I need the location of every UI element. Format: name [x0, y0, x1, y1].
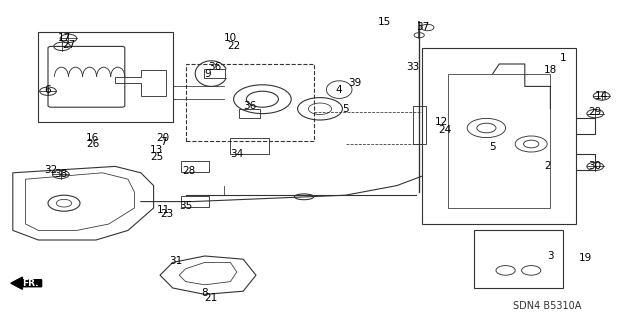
Text: 20: 20 [157, 132, 170, 143]
Text: 35: 35 [179, 201, 192, 212]
Text: 8: 8 [202, 288, 208, 298]
Text: 5: 5 [490, 142, 496, 152]
Text: 23: 23 [160, 209, 173, 220]
Text: 17: 17 [58, 33, 70, 44]
Text: 37: 37 [416, 22, 429, 32]
Text: 34: 34 [230, 148, 243, 159]
Text: 11: 11 [157, 204, 170, 215]
Text: 38: 38 [54, 169, 67, 180]
Text: 29: 29 [589, 107, 602, 117]
Text: 27: 27 [62, 40, 75, 50]
Text: 22: 22 [227, 41, 240, 52]
Text: 13: 13 [150, 145, 163, 156]
Text: 33: 33 [406, 62, 419, 72]
Text: FR.: FR. [22, 279, 39, 288]
Text: 28: 28 [182, 166, 195, 176]
Text: 31: 31 [170, 256, 182, 266]
Text: 30: 30 [589, 161, 602, 172]
Text: 10: 10 [224, 33, 237, 44]
Text: 18: 18 [544, 65, 557, 76]
Text: 25: 25 [150, 152, 163, 162]
Text: 36: 36 [243, 100, 256, 111]
Text: 4: 4 [336, 84, 342, 95]
Text: 1: 1 [560, 52, 566, 63]
Text: 5: 5 [342, 104, 349, 114]
Text: 16: 16 [86, 132, 99, 143]
Text: 39: 39 [349, 78, 362, 88]
Text: 6: 6 [45, 84, 51, 95]
Circle shape [414, 33, 424, 38]
Text: 2: 2 [544, 161, 550, 172]
Text: 12: 12 [435, 116, 448, 127]
Text: 21: 21 [205, 292, 218, 303]
Text: 32: 32 [45, 164, 58, 175]
Text: SDN4 B5310A: SDN4 B5310A [513, 300, 581, 311]
Text: 26: 26 [86, 139, 99, 149]
Text: 3: 3 [547, 251, 554, 261]
Text: 36: 36 [208, 62, 221, 72]
Text: 14: 14 [595, 91, 608, 101]
Text: 9: 9 [205, 68, 211, 79]
FancyArrow shape [11, 277, 42, 289]
Text: 24: 24 [438, 124, 451, 135]
Text: 15: 15 [378, 17, 390, 28]
Text: 7: 7 [160, 137, 166, 148]
Text: 19: 19 [579, 252, 592, 263]
